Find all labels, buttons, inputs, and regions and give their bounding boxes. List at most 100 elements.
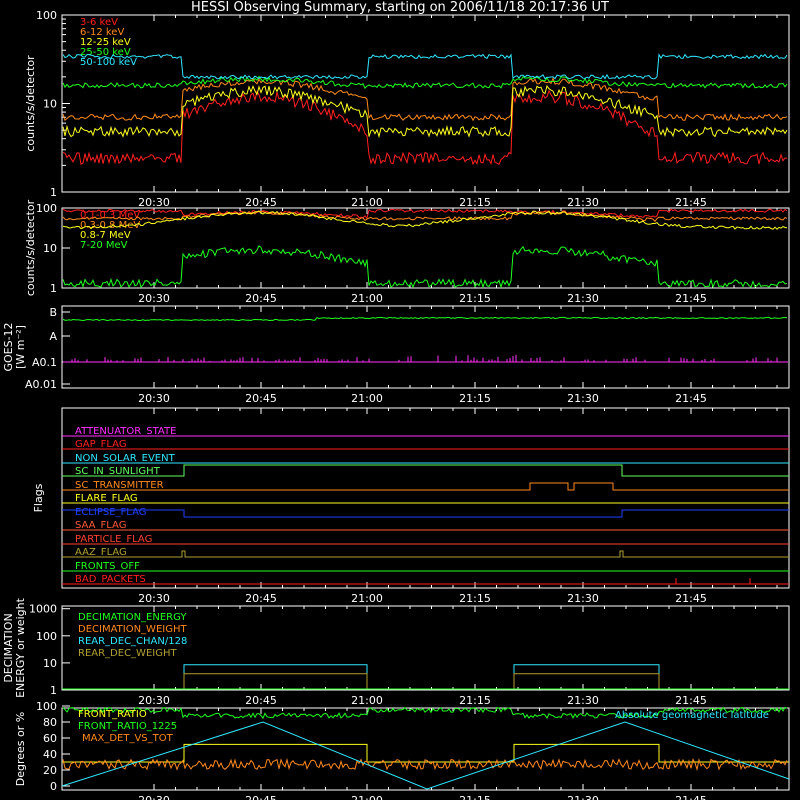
panel3-xtick-label: 20:30	[138, 392, 170, 405]
panel2-xtick-label: 20:45	[245, 292, 277, 305]
panel2-xtick-label: 21:45	[675, 292, 707, 305]
chart-title: HESSI Observing Summary, starting on 200…	[191, 0, 609, 15]
panel4-ylabel: Flags	[32, 483, 45, 512]
panel5-xtick-label: 21:00	[351, 694, 383, 707]
panel1-legend-entry: 6-12 keV	[80, 27, 124, 38]
panel6-ylabel: Degrees or %	[14, 712, 27, 786]
panel2-legend-entry: 7-20 MeV	[80, 240, 128, 251]
panel2-series-line	[62, 245, 788, 289]
panel3-ytick-label: A0.01	[25, 378, 57, 391]
panel5-rear-chan-line	[62, 664, 789, 690]
panel4-flag-label: FLARE_FLAG	[75, 493, 138, 504]
panel6-ytick-label: 80	[43, 716, 57, 729]
panel6-legend-entry: FRONT_RATIO	[78, 709, 147, 720]
panel5-xtick-label: 21:15	[459, 694, 491, 707]
panel6-frame	[61, 707, 790, 791]
panel6-ytick-label: 40	[43, 748, 57, 761]
panel1-xtick-label: 21:00	[351, 196, 383, 209]
panel6-ytick-label: 60	[43, 732, 57, 745]
panel4-flag-label: NON_SOLAR_EVENT	[75, 453, 176, 464]
panel1-legend-entry: 25-50 keV	[80, 47, 131, 58]
panel6-legend-entry: MAX_DET_VS_TOT	[82, 733, 174, 744]
panel3-goes-long-line	[62, 316, 788, 322]
panel2-series-line	[62, 210, 788, 223]
panel3-ytick-label: A	[49, 330, 57, 343]
panel1-series-line	[62, 89, 788, 166]
panel5-ytick-label: 1	[50, 684, 57, 697]
panel5-ytick-label: 1000	[29, 603, 57, 616]
panel1-xtick-label: 21:30	[567, 196, 599, 209]
panel1-legend-entry: 12-25 keV	[80, 37, 131, 48]
panel4-flag-label: FRONTS_OFF	[75, 561, 140, 572]
panel2-xtick-label: 21:30	[567, 292, 599, 305]
panel6-xtick-label: 21:15	[459, 794, 491, 800]
panel4-xtick-label: 20:45	[245, 592, 277, 605]
panel1-series-line	[62, 75, 788, 89]
panel3-ylabel2: [W m⁻²]	[14, 325, 27, 369]
panel6-geomag-latitude-line	[61, 721, 790, 790]
panel4-flag-label: BAD_PACKETS	[75, 574, 146, 585]
panel4-flag-label: AAZ_FLAG	[75, 547, 127, 558]
panel5-ytick-label: 100	[36, 630, 57, 643]
panel4-frame	[61, 407, 790, 589]
panel4-flag-label: SC_TRANSMITTER	[75, 480, 164, 491]
panel5-rear-weight-line	[183, 673, 368, 689]
panel1-xtick-label: 21:15	[459, 196, 491, 209]
panel6-xtick-label: 21:00	[351, 794, 383, 800]
panel6-front1225-line	[62, 706, 788, 720]
panel1-legend-entry: 50-100 keV	[80, 57, 137, 68]
panel6-legend-entry: FRONT_RATIO_1225	[78, 721, 177, 732]
panel2-series-line	[62, 208, 788, 220]
panel4-flag-label: PARTICLE_FLAG	[75, 534, 152, 545]
panel1-frame	[61, 14, 790, 193]
panel6-ytick-label: 20	[43, 764, 57, 777]
panel4-flag-line	[62, 464, 789, 477]
panel1-series-line	[62, 76, 788, 122]
panel6-ytick-label: 100	[36, 700, 57, 713]
panel4-flag-label: SAA_FLAG	[75, 520, 126, 531]
panel2-legend-entry: 0.8-7 MeV	[80, 230, 131, 241]
panel1-series-line	[62, 84, 788, 139]
panel3-frame	[61, 305, 790, 389]
panel2-ylabel: counts/s/detector	[24, 199, 37, 296]
panel2-ytick-label: 1	[50, 282, 57, 295]
panel1-xtick-label: 20:30	[138, 196, 170, 209]
panel3-ytick-label: B	[49, 306, 57, 319]
panel5-rear-weight-line	[513, 673, 660, 689]
panel4-xtick-label: 21:15	[459, 592, 491, 605]
panel5-frame	[61, 605, 790, 691]
panel3-ytick-label: A0.1	[32, 356, 57, 369]
panel5-legend-entry: DECIMATION_WEIGHT	[78, 624, 187, 635]
panel4-flag-label: ATTENUATOR_STATE	[75, 426, 176, 437]
panel5-ylabel: DECIMATION	[2, 613, 15, 682]
panel1-xtick-label: 20:45	[245, 196, 277, 209]
panel4-flag-line	[62, 482, 789, 491]
panel5-legend-entry: REAR_DEC_WEIGHT	[78, 648, 177, 659]
panel6-legend-entry: Absolute geomagnetic latitude	[615, 710, 769, 721]
panel1-series-line	[62, 53, 788, 80]
panel6-maxdet-line	[62, 757, 788, 772]
panel2-xtick-label: 21:00	[351, 292, 383, 305]
panel2-series-line	[62, 210, 788, 230]
panel4-xtick-label: 20:30	[138, 592, 170, 605]
panel6-xtick-label: 20:45	[245, 794, 277, 800]
panel1-ytick-label: 1	[50, 186, 57, 199]
panel5-ytick-label: 10	[43, 657, 57, 670]
panel4-flag-label: SC_IN_SUNLIGHT	[75, 466, 161, 477]
panel2-legend-entry: 0.3-0.8 MeV	[80, 220, 140, 231]
panel1-ylabel: counts/s/detector	[24, 55, 37, 152]
panel4-flag-label: ECLIPSE_FLAG	[75, 507, 146, 518]
panel1-xtick-label: 21:45	[675, 196, 707, 209]
panel2-xtick-label: 21:15	[459, 292, 491, 305]
panel4-xtick-label: 21:30	[567, 592, 599, 605]
panel5-xtick-label: 21:45	[675, 694, 707, 707]
panel2-xtick-label: 20:30	[138, 292, 170, 305]
panel5-xtick-label: 20:30	[138, 694, 170, 707]
panel6-xtick-label: 20:30	[138, 794, 170, 800]
panel6-front-ratio-line	[62, 743, 789, 763]
panel4-flag-line	[62, 550, 789, 558]
panel2-legend-entry: 0.1-0.3 MeV	[80, 210, 140, 221]
panel5-legend-entry: DECIMATION_ENERGY	[78, 612, 187, 623]
panel5-ylabel2: ENERGY or weight	[14, 597, 27, 697]
panel5-legend-entry: REAR_DEC_CHAN/128	[78, 636, 187, 647]
